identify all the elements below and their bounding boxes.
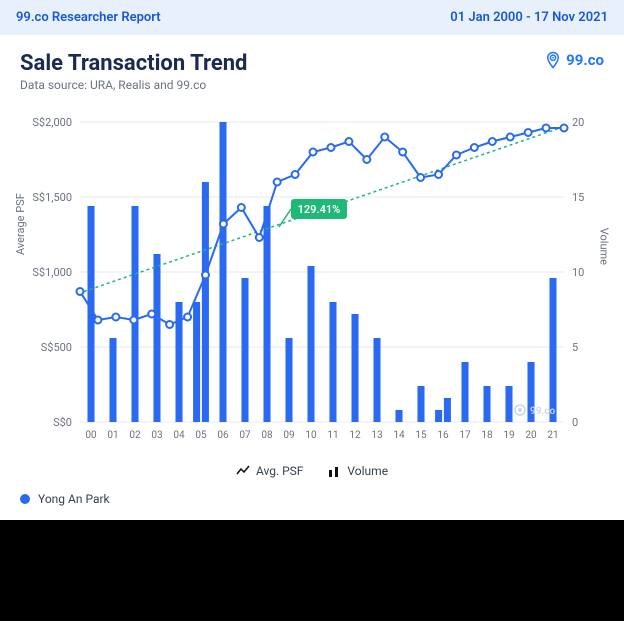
- content: Sale Transaction Trend Data source: URA,…: [0, 35, 624, 478]
- svg-text:18: 18: [481, 430, 493, 441]
- footer-black: [0, 520, 624, 621]
- y-axis-right-label: Volume: [597, 228, 610, 265]
- y-axis-left-label: Average PSF: [14, 193, 27, 255]
- svg-text:17: 17: [459, 430, 471, 441]
- svg-text:0: 0: [572, 416, 578, 429]
- series-row: Yong An Park: [0, 478, 624, 520]
- svg-text:15: 15: [572, 191, 584, 204]
- svg-text:16: 16: [437, 430, 449, 441]
- svg-text:05: 05: [195, 430, 207, 441]
- title-row: Sale Transaction Trend Data source: URA,…: [20, 51, 604, 92]
- svg-text:03: 03: [151, 430, 162, 441]
- bar-chart-icon: [327, 464, 341, 478]
- date-range: 01 Jan 2000 - 17 Nov 2021: [450, 10, 608, 25]
- legend: Avg. PSF Volume: [20, 464, 604, 478]
- svg-text:09: 09: [283, 430, 294, 441]
- svg-text:13: 13: [371, 430, 382, 441]
- svg-text:21: 21: [547, 430, 558, 441]
- svg-text:10: 10: [572, 266, 584, 279]
- svg-text:14: 14: [393, 430, 405, 441]
- chart-svg: S$0 0 S$500 5 S$1,000 10 S$1,500 15 S$2,000 20 00 0…: [20, 112, 604, 452]
- brand-pin-icon: [544, 51, 562, 69]
- svg-text:S$0: S$0: [53, 416, 72, 429]
- legend-psf-label: Avg. PSF: [256, 464, 303, 478]
- svg-text:S$1,500: S$1,500: [32, 191, 72, 204]
- svg-text:S$1,000: S$1,000: [32, 266, 72, 279]
- svg-text:00: 00: [85, 430, 97, 441]
- svg-text:129.41%: 129.41%: [298, 203, 341, 216]
- svg-text:S$500: S$500: [41, 341, 72, 354]
- subtitle: Data source: URA, Realis and 99.co: [20, 78, 247, 92]
- series-label: Yong An Park: [38, 492, 110, 506]
- brand: 99.co: [544, 51, 604, 69]
- svg-text:04: 04: [173, 430, 185, 441]
- chart-wrap: Average PSF Volume S$00S$5005S$1,00010S$…: [20, 112, 604, 478]
- series-dot-icon: [20, 494, 30, 504]
- svg-text:20: 20: [525, 430, 537, 441]
- svg-text:11: 11: [327, 430, 338, 441]
- page-title: Sale Transaction Trend: [20, 51, 247, 76]
- line-chart-icon: [236, 464, 250, 478]
- legend-volume: Volume: [327, 464, 388, 478]
- svg-text:20: 20: [572, 116, 584, 129]
- report-name: 99.co Researcher Report: [16, 10, 161, 25]
- title-block: Sale Transaction Trend Data source: URA,…: [20, 51, 247, 92]
- svg-text:06: 06: [217, 430, 229, 441]
- svg-text:08: 08: [261, 430, 273, 441]
- svg-text:01: 01: [107, 430, 118, 441]
- svg-text:99.co: 99.co: [530, 406, 555, 417]
- header-bar: 99.co Researcher Report 01 Jan 2000 - 17…: [0, 0, 624, 35]
- svg-text:12: 12: [349, 430, 361, 441]
- svg-text:5: 5: [572, 341, 578, 354]
- legend-psf: Avg. PSF: [236, 464, 303, 478]
- svg-text:02: 02: [129, 430, 141, 441]
- svg-text:10: 10: [305, 430, 317, 441]
- svg-text:S$2,000: S$2,000: [32, 116, 72, 129]
- svg-text:07: 07: [239, 430, 251, 441]
- legend-volume-label: Volume: [347, 464, 388, 478]
- svg-text:15: 15: [415, 430, 427, 441]
- brand-name: 99.co: [566, 51, 604, 69]
- svg-text:19: 19: [503, 430, 514, 441]
